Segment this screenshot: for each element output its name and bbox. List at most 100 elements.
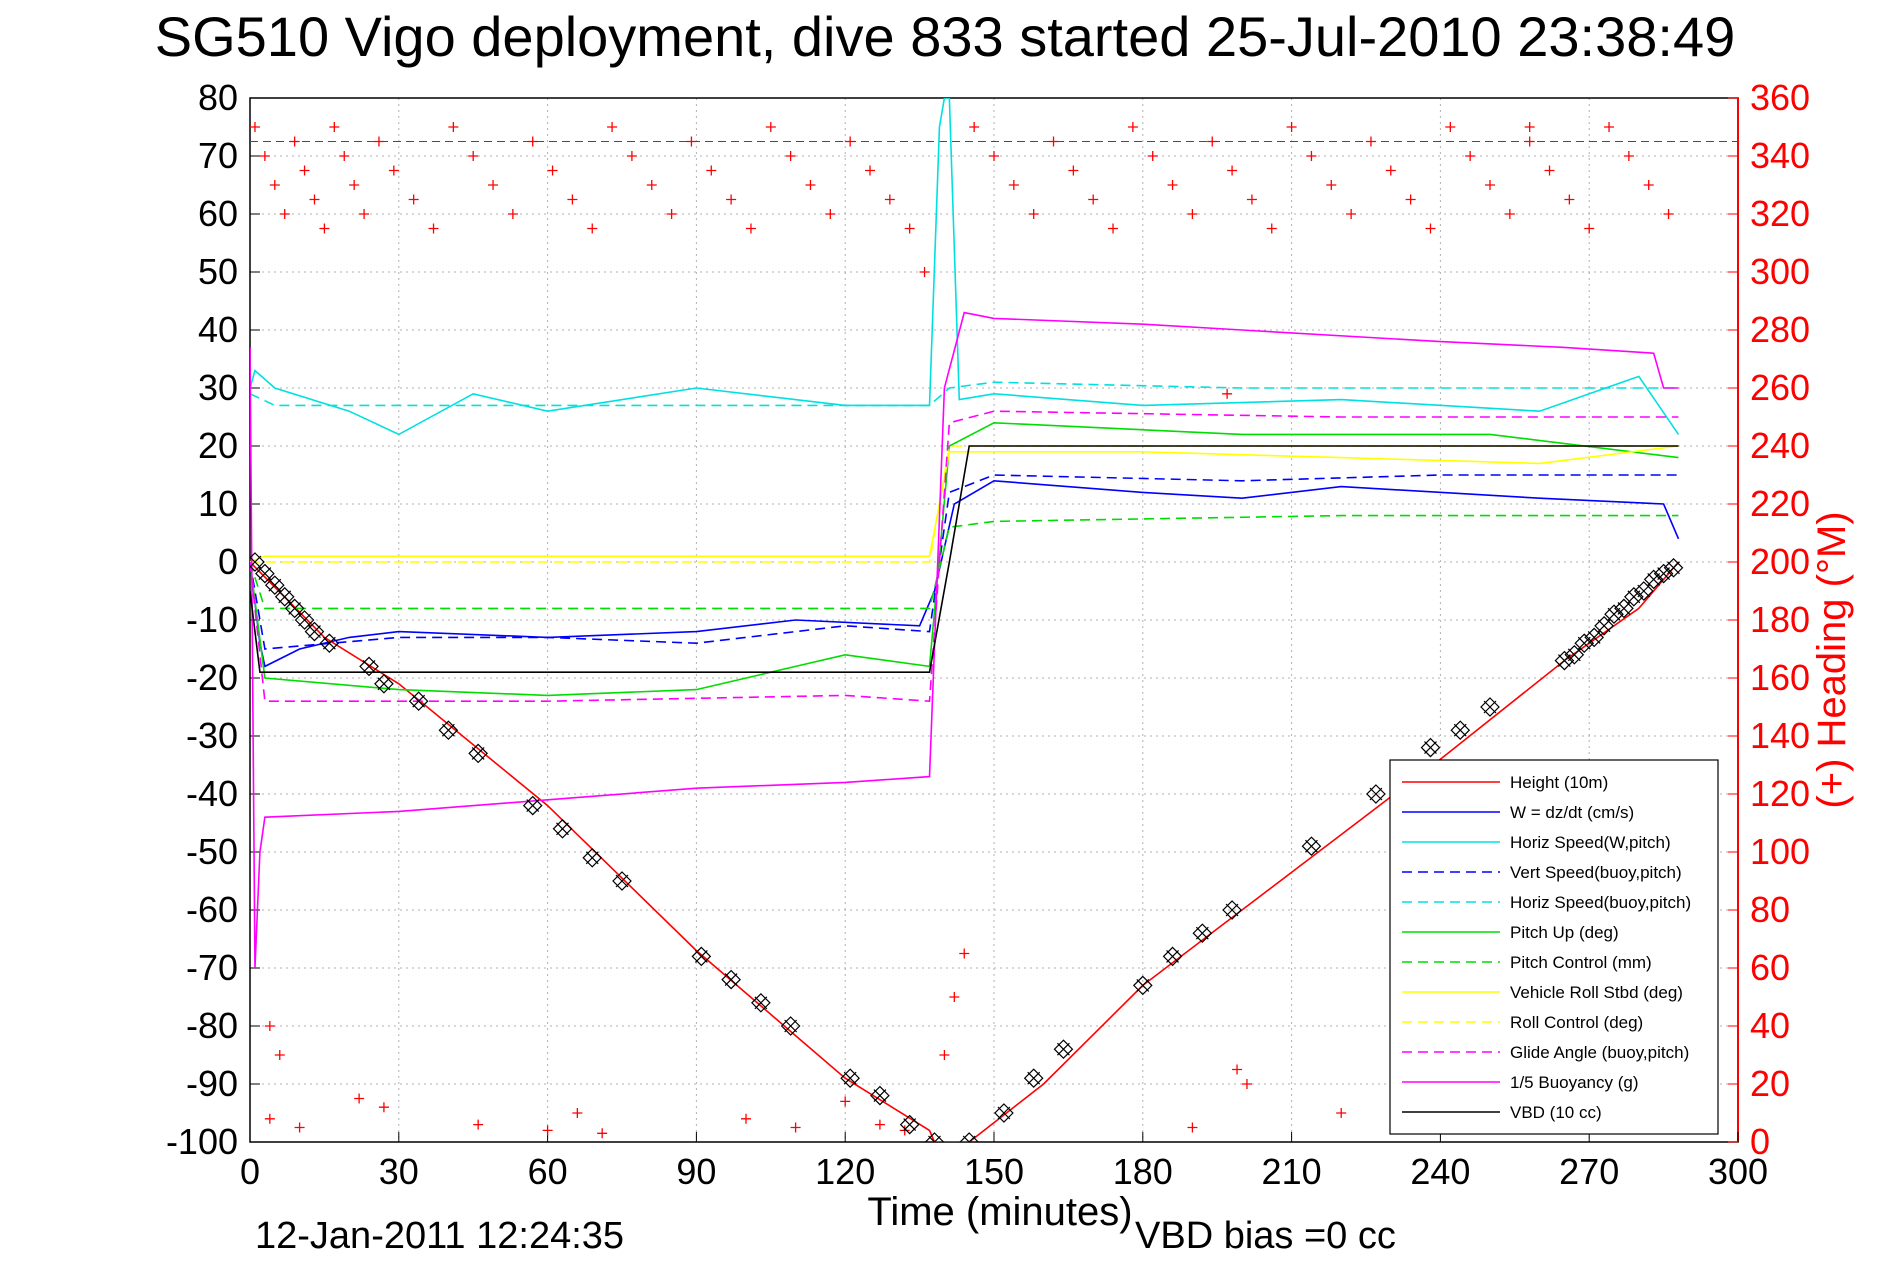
heading-point bbox=[1663, 209, 1674, 219]
y2-tick-label: 220 bbox=[1750, 483, 1810, 524]
dive-marker bbox=[1162, 946, 1183, 967]
y-tick-label: 10 bbox=[198, 483, 238, 524]
heading-point bbox=[1385, 165, 1396, 176]
legend-entry: Vehicle Roll Stbd (deg) bbox=[1510, 983, 1683, 1002]
dive-marker bbox=[1192, 923, 1213, 944]
series-line-11 bbox=[250, 445, 1679, 674]
heading-point bbox=[765, 122, 776, 132]
dive-marker bbox=[870, 1085, 890, 1106]
heading-point bbox=[329, 122, 340, 132]
heading-point bbox=[250, 122, 260, 132]
heading-point bbox=[289, 136, 300, 147]
dive-marker bbox=[582, 847, 603, 868]
x-tick-label: 120 bbox=[815, 1151, 875, 1192]
heading-point bbox=[726, 194, 737, 205]
dive-marker bbox=[1480, 697, 1500, 717]
heading-point bbox=[269, 180, 280, 190]
heading-point bbox=[1068, 165, 1079, 176]
heading-point bbox=[339, 151, 350, 161]
heading-point bbox=[1167, 180, 1178, 190]
heading-point bbox=[949, 992, 960, 1002]
heading-point bbox=[572, 1108, 583, 1118]
y2-tick-label: 200 bbox=[1750, 541, 1810, 582]
y2-tick-label: 20 bbox=[1750, 1063, 1790, 1104]
heading-point bbox=[790, 1122, 801, 1133]
y-tick-label: -30 bbox=[186, 715, 238, 756]
heading-point bbox=[408, 194, 419, 205]
heading-point bbox=[840, 1096, 851, 1107]
dive-marker bbox=[408, 691, 429, 712]
x-tick-label: 0 bbox=[240, 1151, 260, 1192]
dive-marker bbox=[1574, 633, 1595, 654]
heading-point bbox=[354, 1093, 365, 1104]
dive-marker bbox=[374, 673, 394, 694]
heading-point bbox=[299, 165, 310, 176]
y2-tick-label: 120 bbox=[1750, 773, 1810, 814]
heading-point bbox=[1425, 223, 1436, 234]
dive-marker bbox=[522, 795, 543, 816]
heading-point bbox=[939, 1050, 950, 1060]
y2-tick-label: 320 bbox=[1750, 193, 1810, 234]
heading-point bbox=[607, 122, 618, 132]
dive-marker bbox=[994, 1103, 1014, 1123]
series-line-10 bbox=[250, 311, 1679, 969]
dive-marker bbox=[1643, 569, 1664, 590]
y2-tick-label: 280 bbox=[1750, 309, 1810, 350]
dive-marker bbox=[294, 610, 315, 630]
y-tick-label: 40 bbox=[198, 309, 238, 350]
y-tick-label: -60 bbox=[186, 889, 238, 930]
dive-marker bbox=[1554, 650, 1575, 671]
y-tick-label: 60 bbox=[198, 193, 238, 234]
dive-marker bbox=[250, 552, 265, 572]
dive-marker bbox=[1053, 1039, 1074, 1060]
heading-point bbox=[259, 151, 270, 161]
x-tick-label: 210 bbox=[1262, 1151, 1322, 1192]
y-tick-label: 20 bbox=[198, 425, 238, 466]
dive-marker bbox=[1222, 900, 1242, 920]
heading-point bbox=[1306, 151, 1317, 161]
heading-point bbox=[597, 1128, 608, 1139]
heading-point bbox=[1147, 151, 1158, 161]
y-tick-label: 0 bbox=[218, 541, 238, 582]
heading-point bbox=[279, 209, 290, 219]
heading-point bbox=[969, 122, 980, 132]
heading-point bbox=[1286, 122, 1297, 132]
dive-marker bbox=[1564, 644, 1585, 665]
dive-marker bbox=[319, 633, 340, 654]
heading-point bbox=[1504, 209, 1515, 219]
series-line-5 bbox=[250, 421, 1679, 697]
heading-point bbox=[473, 1119, 484, 1130]
legend: Height (10m) W = dz/dt (cm/s) Horiz Speed(… bbox=[1389, 759, 1719, 1135]
heading-point bbox=[666, 209, 677, 219]
y-tick-label: -90 bbox=[186, 1063, 238, 1104]
footer-timestamp: 12-Jan-2011 12:24:35 bbox=[255, 1215, 624, 1257]
heading-point bbox=[1485, 180, 1495, 190]
y2-tick-label: 240 bbox=[1750, 425, 1810, 466]
heading-point bbox=[874, 1119, 885, 1130]
heading-point bbox=[805, 180, 816, 190]
dive-marker bbox=[1633, 581, 1654, 601]
y-tick-label: -50 bbox=[186, 831, 238, 872]
chart-title: SG510 Vigo deployment, dive 833 started … bbox=[155, 5, 1736, 68]
heading-point bbox=[567, 194, 578, 205]
x-tick-label: 270 bbox=[1559, 1151, 1619, 1192]
heading-point bbox=[1365, 136, 1376, 147]
heading-point bbox=[1346, 209, 1357, 219]
heading-point bbox=[428, 223, 439, 234]
y2-tick-label: 80 bbox=[1750, 889, 1790, 930]
series-line-6 bbox=[250, 514, 1679, 610]
y2-tick-label: 300 bbox=[1750, 251, 1810, 292]
x-tick-label: 60 bbox=[528, 1151, 568, 1192]
heading-point bbox=[1127, 122, 1138, 132]
dive-marker bbox=[1420, 737, 1441, 758]
x-tick-label: 240 bbox=[1410, 1151, 1470, 1192]
dive-marker bbox=[1023, 1068, 1044, 1089]
dive-marker bbox=[1653, 563, 1674, 584]
heading-point bbox=[378, 1102, 389, 1113]
y-tick-label: 50 bbox=[198, 251, 238, 292]
heading-point bbox=[1246, 194, 1257, 205]
heading-point bbox=[989, 151, 999, 161]
heading-point bbox=[1227, 165, 1238, 176]
heading-point bbox=[1088, 194, 1099, 205]
legend-entry: Horiz Speed(W,pitch) bbox=[1510, 833, 1671, 852]
